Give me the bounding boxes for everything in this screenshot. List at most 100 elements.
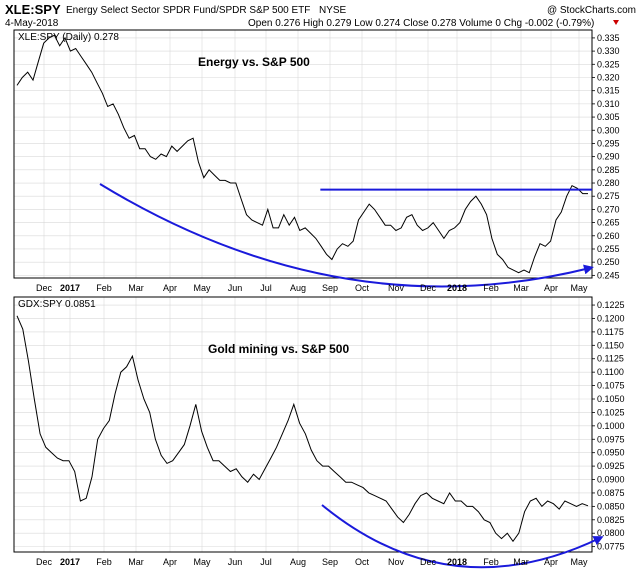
gold-y-tick-label: 0.1200 <box>597 313 625 323</box>
energy-y-tick-label: 0.255 <box>597 244 620 254</box>
energy-x-tick-label: 2017 <box>60 283 80 293</box>
gold-panel-frame <box>13 296 593 553</box>
gold-bottom-curve <box>321 504 604 569</box>
energy-panel-label: XLE:SPY (Daily) 0.278 <box>18 32 119 43</box>
energy-x-tick-label: Nov <box>388 283 405 293</box>
energy-annotation: Energy vs. S&P 500 <box>198 55 310 69</box>
gold-y-tick-label: 0.1175 <box>597 327 624 337</box>
gold-x-tick-label: Feb <box>96 557 112 567</box>
energy-y-tick-label: 0.310 <box>597 99 620 109</box>
gold-x-tick-label: Sep <box>322 557 338 567</box>
gold-y-tick-label: 0.0775 <box>597 542 625 552</box>
gold-x-tick-label: Mar <box>128 557 144 567</box>
gold-x-tick-label: 2018 <box>447 557 467 567</box>
gold-panel-label: GDX:SPY 0.0851 <box>18 299 96 310</box>
energy-y-tick-label: 0.330 <box>597 46 620 56</box>
gold-y-tick-label: 0.1125 <box>597 354 624 364</box>
energy-x-axis: Dec 2017 Feb Mar Apr May Jun Jul Aug Sep Oct Nov Dec… <box>36 283 588 293</box>
gold-x-tick-label: May <box>193 557 211 567</box>
energy-bottom-curve <box>99 183 594 288</box>
gold-x-tick-label: 2017 <box>60 557 80 567</box>
energy-y-tick-label: 0.270 <box>597 204 620 214</box>
symbol-title: XLE:SPY <box>5 2 61 17</box>
gold-grid <box>14 297 592 552</box>
gold-y-tick-label: 0.1050 <box>597 394 625 404</box>
gold-y-tick-label: 0.0850 <box>597 501 625 511</box>
gold-y-tick-label: 0.0950 <box>597 448 625 458</box>
energy-y-tick-label: 0.305 <box>597 112 620 122</box>
gold-y-tick-label: 0.0825 <box>597 515 625 525</box>
energy-x-tick-label: Mar <box>513 283 529 293</box>
energy-x-tick-label: Dec <box>36 283 53 293</box>
gold-ratio-line <box>16 315 589 543</box>
gold-panel: 0.0775 0.0800 0.0825 0.0850 0.0875 0.0900 0.09… <box>13 296 625 569</box>
energy-y-axis: 0.245 0.250 0.255 0.260 0.265 0.270 0.275 0.280… <box>592 33 620 280</box>
gold-y-tick-label: 0.0975 <box>597 434 625 444</box>
gold-x-axis: Dec 2017 Feb Mar Apr May Jun Jul Aug Sep Oct Nov Dec… <box>36 557 588 567</box>
energy-x-tick-label: Oct <box>355 283 370 293</box>
energy-y-tick-label: 0.295 <box>597 138 620 148</box>
energy-y-tick-label: 0.280 <box>597 178 620 188</box>
down-arrow-icon <box>613 20 619 25</box>
gold-x-tick-label: Oct <box>355 557 370 567</box>
symbol-description: Energy Select Sector SPDR Fund/SPDR S&P … <box>66 5 310 16</box>
energy-grid <box>14 30 592 278</box>
gold-y-tick-label: 0.1000 <box>597 421 625 431</box>
energy-x-tick-label: May <box>193 283 211 293</box>
energy-x-tick-label: Jul <box>260 283 272 293</box>
gold-y-tick-label: 0.1100 <box>597 367 624 377</box>
gold-x-tick-label: Apr <box>163 557 177 567</box>
energy-y-tick-label: 0.260 <box>597 231 620 241</box>
energy-x-tick-label: Apr <box>544 283 558 293</box>
gold-y-axis: 0.0775 0.0800 0.0825 0.0850 0.0875 0.0900 0.09… <box>592 300 625 552</box>
energy-x-tick-label: 2018 <box>447 283 467 293</box>
gold-y-tick-label: 0.1025 <box>597 407 625 417</box>
energy-y-tick-label: 0.320 <box>597 72 620 82</box>
gold-x-tick-label: Jun <box>228 557 243 567</box>
gold-x-tick-label: Dec <box>36 557 53 567</box>
energy-y-tick-label: 0.250 <box>597 257 620 267</box>
energy-x-tick-label: Feb <box>483 283 499 293</box>
energy-x-tick-label: Feb <box>96 283 112 293</box>
energy-y-tick-label: 0.265 <box>597 218 620 228</box>
energy-y-tick-label: 0.275 <box>597 191 620 201</box>
energy-panel-frame <box>13 29 593 279</box>
gold-y-tick-label: 0.0900 <box>597 475 625 485</box>
gold-y-tick-label: 0.0925 <box>597 461 625 471</box>
energy-y-tick-label: 0.285 <box>597 165 620 175</box>
gold-x-tick-label: Jul <box>260 557 272 567</box>
energy-x-tick-label: Apr <box>163 283 177 293</box>
gold-y-tick-label: 0.1150 <box>597 340 624 350</box>
energy-y-tick-label: 0.245 <box>597 270 620 280</box>
gold-x-tick-label: Feb <box>483 557 499 567</box>
energy-y-tick-label: 0.325 <box>597 59 620 69</box>
energy-y-tick-label: 0.335 <box>597 33 620 43</box>
energy-x-tick-label: Jun <box>228 283 243 293</box>
energy-x-tick-label: Dec <box>420 283 437 293</box>
gold-x-tick-label: Aug <box>290 557 306 567</box>
gold-x-tick-label: May <box>570 557 588 567</box>
energy-y-tick-label: 0.290 <box>597 152 620 162</box>
energy-x-tick-label: Mar <box>128 283 144 293</box>
gold-y-tick-label: 0.0800 <box>597 528 625 538</box>
gold-y-tick-label: 0.1075 <box>597 381 625 391</box>
energy-y-tick-label: 0.300 <box>597 125 620 135</box>
attribution: @ StockCharts.com <box>547 5 636 16</box>
energy-y-tick-label: 0.315 <box>597 86 620 96</box>
energy-x-tick-label: May <box>570 283 588 293</box>
gold-x-tick-label: Mar <box>513 557 529 567</box>
gold-y-tick-label: 0.1225 <box>597 300 625 310</box>
gold-x-tick-label: Apr <box>544 557 558 567</box>
gold-y-tick-label: 0.0875 <box>597 488 625 498</box>
energy-x-tick-label: Aug <box>290 283 306 293</box>
energy-ratio-line <box>16 34 588 274</box>
exchange-label: NYSE <box>319 5 347 16</box>
energy-panel: 0.245 0.250 0.255 0.260 0.265 0.270 0.275 0.280… <box>13 29 620 288</box>
gold-x-tick-label: Dec <box>420 557 437 567</box>
energy-x-tick-label: Sep <box>322 283 338 293</box>
gold-x-tick-label: Nov <box>388 557 405 567</box>
ohlc-readout: Open 0.276 High 0.279 Low 0.274 Close 0.… <box>248 18 594 29</box>
date-label: 4-May-2018 <box>5 18 59 29</box>
gold-annotation: Gold mining vs. S&P 500 <box>208 342 349 356</box>
